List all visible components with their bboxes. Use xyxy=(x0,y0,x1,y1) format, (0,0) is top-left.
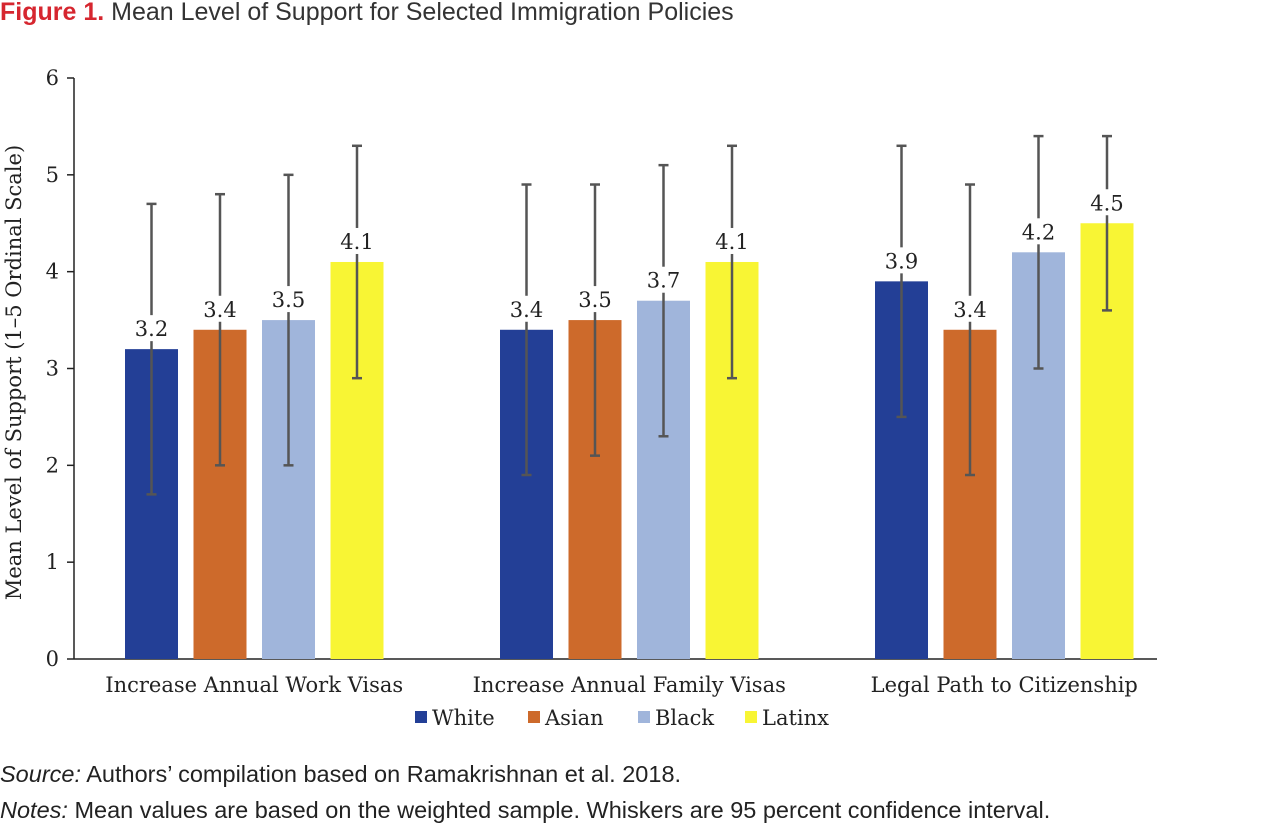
data-label-bg xyxy=(268,286,309,313)
y-tick-label: 6 xyxy=(46,66,59,90)
legend-label: Latinx xyxy=(762,706,829,730)
x-category-label: Increase Annual Work Visas xyxy=(105,673,403,697)
data-labels: 3.2 3.4 3.5 4.1 3.4 3.5 3.7 4.1 3.9 3.4 4.2 4.5 xyxy=(131,189,1127,342)
y-tick-label: 1 xyxy=(46,550,59,574)
figure-title: Figure 1. Mean Level of Support for Sele… xyxy=(0,0,734,27)
data-label-bg xyxy=(131,315,172,342)
y-axis-title: Mean Level of Support (1–5 Ordinal Scale… xyxy=(2,145,26,600)
bars xyxy=(125,223,1134,660)
notes-lead: Notes: xyxy=(0,797,68,823)
error-bars xyxy=(146,134,1112,496)
data-label-bg xyxy=(506,295,547,322)
data-label-bg xyxy=(337,227,377,254)
data-label: 3.5 xyxy=(272,288,305,312)
source-note: Source: Authors’ compilation based on Ra… xyxy=(0,761,681,788)
bar-chart: 0 1 2 3 4 5 6 Mean Level of Support (1–5 Ordina… xyxy=(2,66,1157,730)
x-axis: Increase Annual Work Visas Increase Annua… xyxy=(74,658,1157,697)
data-label-bg xyxy=(712,227,752,254)
data-label-bg xyxy=(1087,189,1127,216)
legend-swatch xyxy=(415,711,427,723)
legend-swatch xyxy=(528,711,540,723)
source-text: Authors’ compilation based on Ramakrishn… xyxy=(81,761,682,787)
data-label: 3.4 xyxy=(510,298,543,322)
data-label-bg xyxy=(881,247,922,274)
figure-title-text: Mean Level of Support for Selected Immig… xyxy=(111,0,734,26)
y-axis: 0 1 2 3 4 5 6 Mean Level of Support (1–5 Ordina… xyxy=(2,66,75,671)
x-category-label: Legal Path to Citizenship xyxy=(871,673,1138,697)
data-label-bg xyxy=(1018,218,1059,245)
data-label: 3.5 xyxy=(578,288,611,312)
legend: White Asian Black Latinx xyxy=(415,706,829,730)
notes-note: Notes: Mean values are based on the weig… xyxy=(0,797,1050,824)
data-label: 3.7 xyxy=(647,269,680,293)
data-label: 4.1 xyxy=(715,230,748,254)
legend-label: Black xyxy=(655,706,714,730)
y-tick-label: 3 xyxy=(46,357,59,381)
y-tick-label: 2 xyxy=(46,453,59,477)
legend-swatch xyxy=(745,711,757,723)
data-label-bg xyxy=(950,295,990,322)
data-label-bg xyxy=(200,295,240,322)
data-label-bg xyxy=(643,266,684,293)
data-label: 3.4 xyxy=(953,298,986,322)
source-lead: Source: xyxy=(0,761,81,787)
x-category-label: Increase Annual Family Visas xyxy=(473,673,786,697)
y-tick-label: 5 xyxy=(46,163,59,187)
legend-swatch xyxy=(638,711,650,723)
data-label: 3.9 xyxy=(885,249,918,273)
notes-text: Mean values are based on the weighted sa… xyxy=(67,797,1051,823)
data-label: 4.5 xyxy=(1090,191,1123,215)
data-label: 3.2 xyxy=(135,317,168,341)
data-label-bg xyxy=(575,286,615,313)
legend-label: White xyxy=(432,706,495,730)
y-tick-label: 4 xyxy=(46,260,59,284)
y-tick-label: 0 xyxy=(46,647,59,671)
data-label: 4.1 xyxy=(340,230,373,254)
data-label: 4.2 xyxy=(1022,220,1055,244)
legend-label: Asian xyxy=(544,706,604,730)
figure-label: Figure 1. xyxy=(0,0,105,26)
data-label: 3.4 xyxy=(203,298,236,322)
